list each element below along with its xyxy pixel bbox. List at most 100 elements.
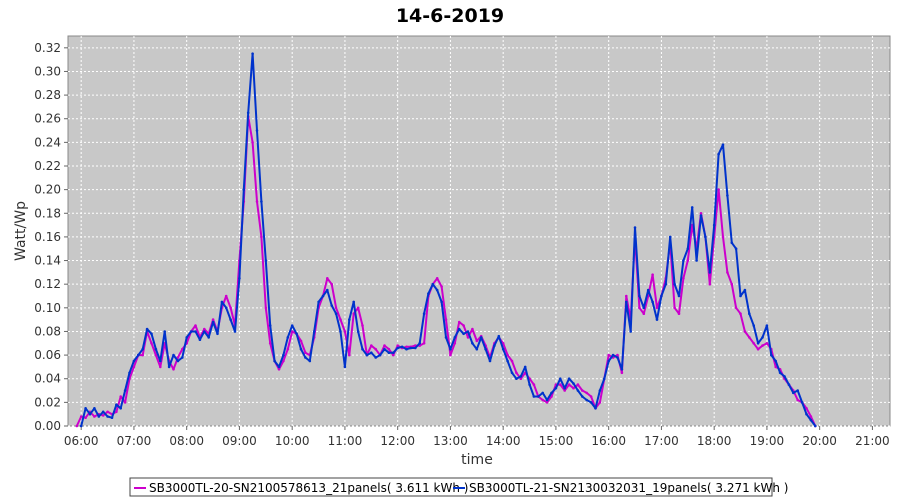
series-1-point (286, 347, 290, 351)
y-tick-label: 0.22 (34, 159, 61, 173)
series-2-point (427, 292, 430, 295)
series-1-point (435, 277, 439, 280)
series-2-point (312, 330, 316, 333)
y-tick-label: 0.00 (34, 419, 61, 433)
series-1-point (290, 330, 294, 333)
series-1-point (334, 306, 338, 310)
series-2-point (734, 247, 738, 250)
series-1-point (260, 235, 263, 239)
series-1-point (211, 318, 215, 321)
y-tick-label: 0.30 (34, 64, 61, 78)
series-2-point (528, 383, 531, 386)
series-1-point (115, 410, 118, 414)
series-1-point (699, 212, 703, 215)
series-1-point (396, 344, 400, 347)
series-1-point (466, 336, 470, 339)
series-1-point (150, 342, 153, 345)
series-2-point (677, 294, 681, 298)
series-2-point (752, 324, 755, 327)
series-1-point (123, 401, 127, 404)
x-tick-label: 09:00 (222, 434, 257, 448)
series-1-point (501, 342, 505, 345)
series-2-point (585, 398, 588, 402)
series-1-point (106, 410, 109, 414)
plot-area (67, 35, 891, 427)
series-1-point (392, 353, 395, 357)
series-2-point (761, 336, 764, 339)
series-1-point (299, 339, 303, 343)
series-2-point (255, 129, 259, 132)
series-2-point (554, 386, 558, 390)
series-2-point (717, 152, 720, 156)
series-2-point (493, 344, 496, 347)
series-1-point (326, 277, 329, 280)
series-2-point (607, 359, 610, 363)
series-1-point (756, 347, 760, 351)
series-2-point (422, 312, 426, 316)
series-1-point (581, 389, 584, 392)
series-1-point (743, 330, 747, 333)
x-tick-label: 15:00 (539, 434, 574, 448)
series-2-point (431, 282, 435, 286)
series-2-point (642, 306, 646, 310)
series-1-point (101, 414, 105, 417)
series-1-point (510, 359, 514, 363)
y-tick-label: 0.32 (34, 41, 61, 55)
series-2-point (203, 330, 206, 333)
series-2-point (501, 347, 505, 351)
series-2-point (93, 407, 96, 410)
x-tick-label: 14:00 (486, 434, 521, 448)
series-2-point (106, 415, 109, 418)
series-2-point (132, 359, 136, 363)
series-2-point (326, 288, 329, 292)
series-2-point (295, 332, 298, 336)
series-1-point (620, 371, 624, 375)
series-2-point (457, 327, 461, 331)
series-2-point (101, 410, 105, 414)
series-2-point (581, 395, 584, 398)
series-1-point (682, 277, 685, 280)
series-2-point (348, 318, 351, 321)
series-2-point (378, 353, 382, 357)
series-2-point (686, 247, 690, 250)
series-2-point (629, 330, 632, 333)
series-2-point (730, 241, 734, 245)
x-tick-label: 20:00 (802, 434, 837, 448)
series-2-point (814, 424, 817, 428)
series-2-point (233, 330, 237, 333)
series-2-point (646, 288, 650, 292)
series-2-point (484, 347, 487, 351)
series-1-point (673, 306, 676, 310)
series-1-point (356, 306, 360, 310)
series-2-point (598, 389, 602, 392)
series-2-point (229, 318, 232, 321)
series-1-point (405, 345, 408, 349)
series-1-point (251, 141, 254, 144)
series-1-point (449, 353, 452, 357)
series-2-point (690, 206, 694, 209)
series-2-point (392, 351, 395, 355)
x-tick-label: 16:00 (591, 434, 626, 448)
series-2-point (145, 327, 149, 331)
series-1-point (453, 342, 457, 345)
series-2-point (352, 300, 356, 304)
series-2-point (479, 336, 483, 339)
series-2-point (774, 359, 777, 363)
series-2-point (119, 407, 122, 410)
x-tick-label: 12:00 (380, 434, 415, 448)
series-1-point (457, 320, 461, 324)
y-tick-label: 0.04 (34, 372, 61, 386)
series-1-point (616, 353, 619, 357)
series-1-point (625, 294, 628, 298)
y-tick-label: 0.28 (34, 88, 61, 102)
series-2-point (400, 345, 404, 349)
series-2-point (594, 407, 597, 410)
series-1-point (567, 383, 571, 386)
series-2-point (756, 342, 760, 345)
chart-title: 14-6-2019 (396, 5, 504, 27)
series-1-point (194, 324, 197, 327)
x-tick-label: 08:00 (169, 434, 204, 448)
series-2-point (387, 351, 391, 355)
series-2-point (115, 403, 118, 407)
series-2-point (84, 407, 87, 410)
